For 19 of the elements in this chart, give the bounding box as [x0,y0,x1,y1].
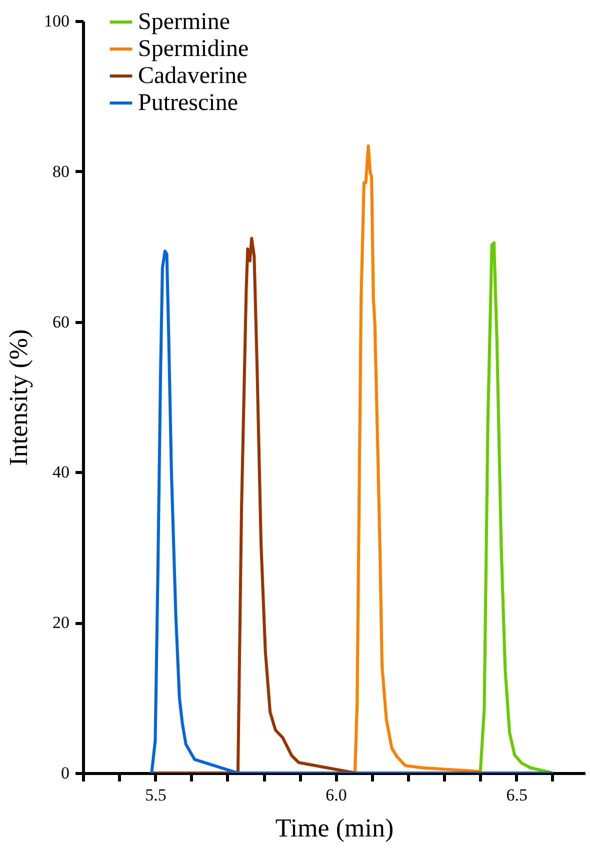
y-tick-label: 20 [52,613,70,632]
y-tick-label: 100 [44,12,70,30]
line-series [478,241,554,773]
x-tick-label: 6.5 [506,786,528,804]
x-axis-title: Time (min) [275,814,394,842]
y-tick-label: 60 [52,312,70,332]
line-series [353,144,482,773]
x-tick-label: 6.0 [326,786,347,804]
line-series [150,236,357,773]
y-tick-label: 80 [52,162,70,181]
y-tick-label: 0 [61,764,70,782]
legend-label: Putrescine [138,90,238,116]
legend-label: Spermine [138,9,230,35]
y-tick-label: 40 [52,462,70,482]
line-series [150,250,554,773]
y-axis-title: Intensity (%) [4,329,33,466]
legend-label: Cadaverine [138,63,248,89]
x-tick-label: 5.5 [145,786,166,804]
legend-label: Spermidine [138,36,249,62]
